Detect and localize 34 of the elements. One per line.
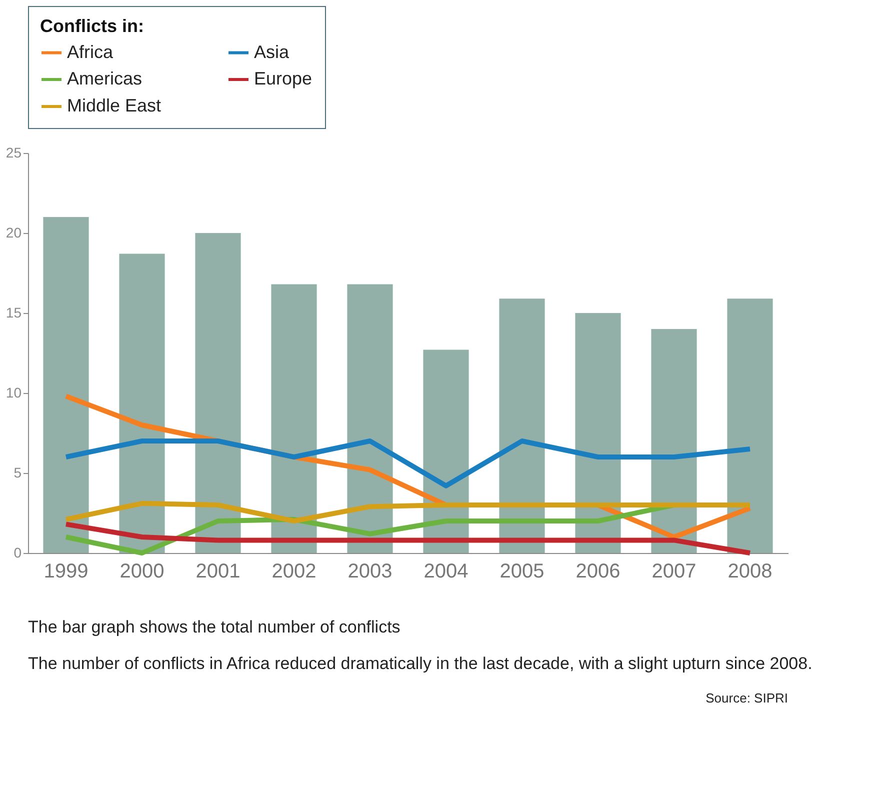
- x-tick-label: 2007: [652, 560, 696, 582]
- legend-title: Conflicts in:: [40, 16, 144, 36]
- bar: [195, 233, 241, 553]
- x-tick-label: 2004: [424, 560, 468, 582]
- x-tick-label: 2003: [348, 560, 392, 582]
- x-tick-label: 1999: [44, 560, 88, 582]
- x-tick-label: 2000: [120, 560, 164, 582]
- legend-label: Americas: [67, 68, 142, 88]
- bar: [499, 298, 545, 553]
- text: The bar graph shows the total number of conflicts: [28, 617, 400, 636]
- bar: [727, 298, 773, 553]
- legend-label: Asia: [254, 42, 290, 62]
- source-note: Source: SIPRI: [706, 690, 788, 706]
- y-tick-label: 5: [14, 464, 22, 480]
- bar: [651, 329, 697, 553]
- x-tick-label: 2006: [576, 560, 620, 582]
- bar: [43, 217, 89, 553]
- y-tick-label: 10: [6, 384, 22, 400]
- legend-label: Middle East: [67, 96, 162, 116]
- x-tick-label: 2002: [272, 560, 316, 582]
- bar: [119, 254, 165, 553]
- bar: [347, 284, 393, 553]
- bar: [575, 313, 621, 553]
- y-tick-label: 15: [6, 304, 22, 320]
- x-tick-label: 2001: [196, 560, 240, 582]
- x-tick-label: 2008: [728, 560, 772, 582]
- bar: [271, 284, 317, 553]
- y-tick-label: 20: [6, 224, 22, 240]
- text: The number of conflicts in Africa reduced dramatically in the last decade, with a slight upturn since 2008.: [28, 654, 812, 673]
- legend-label: Europe: [254, 68, 312, 88]
- x-tick-label: 2005: [500, 560, 544, 582]
- legend-label: Africa: [67, 42, 114, 62]
- y-tick-label: 25: [6, 144, 22, 160]
- y-tick-label: 0: [14, 544, 22, 560]
